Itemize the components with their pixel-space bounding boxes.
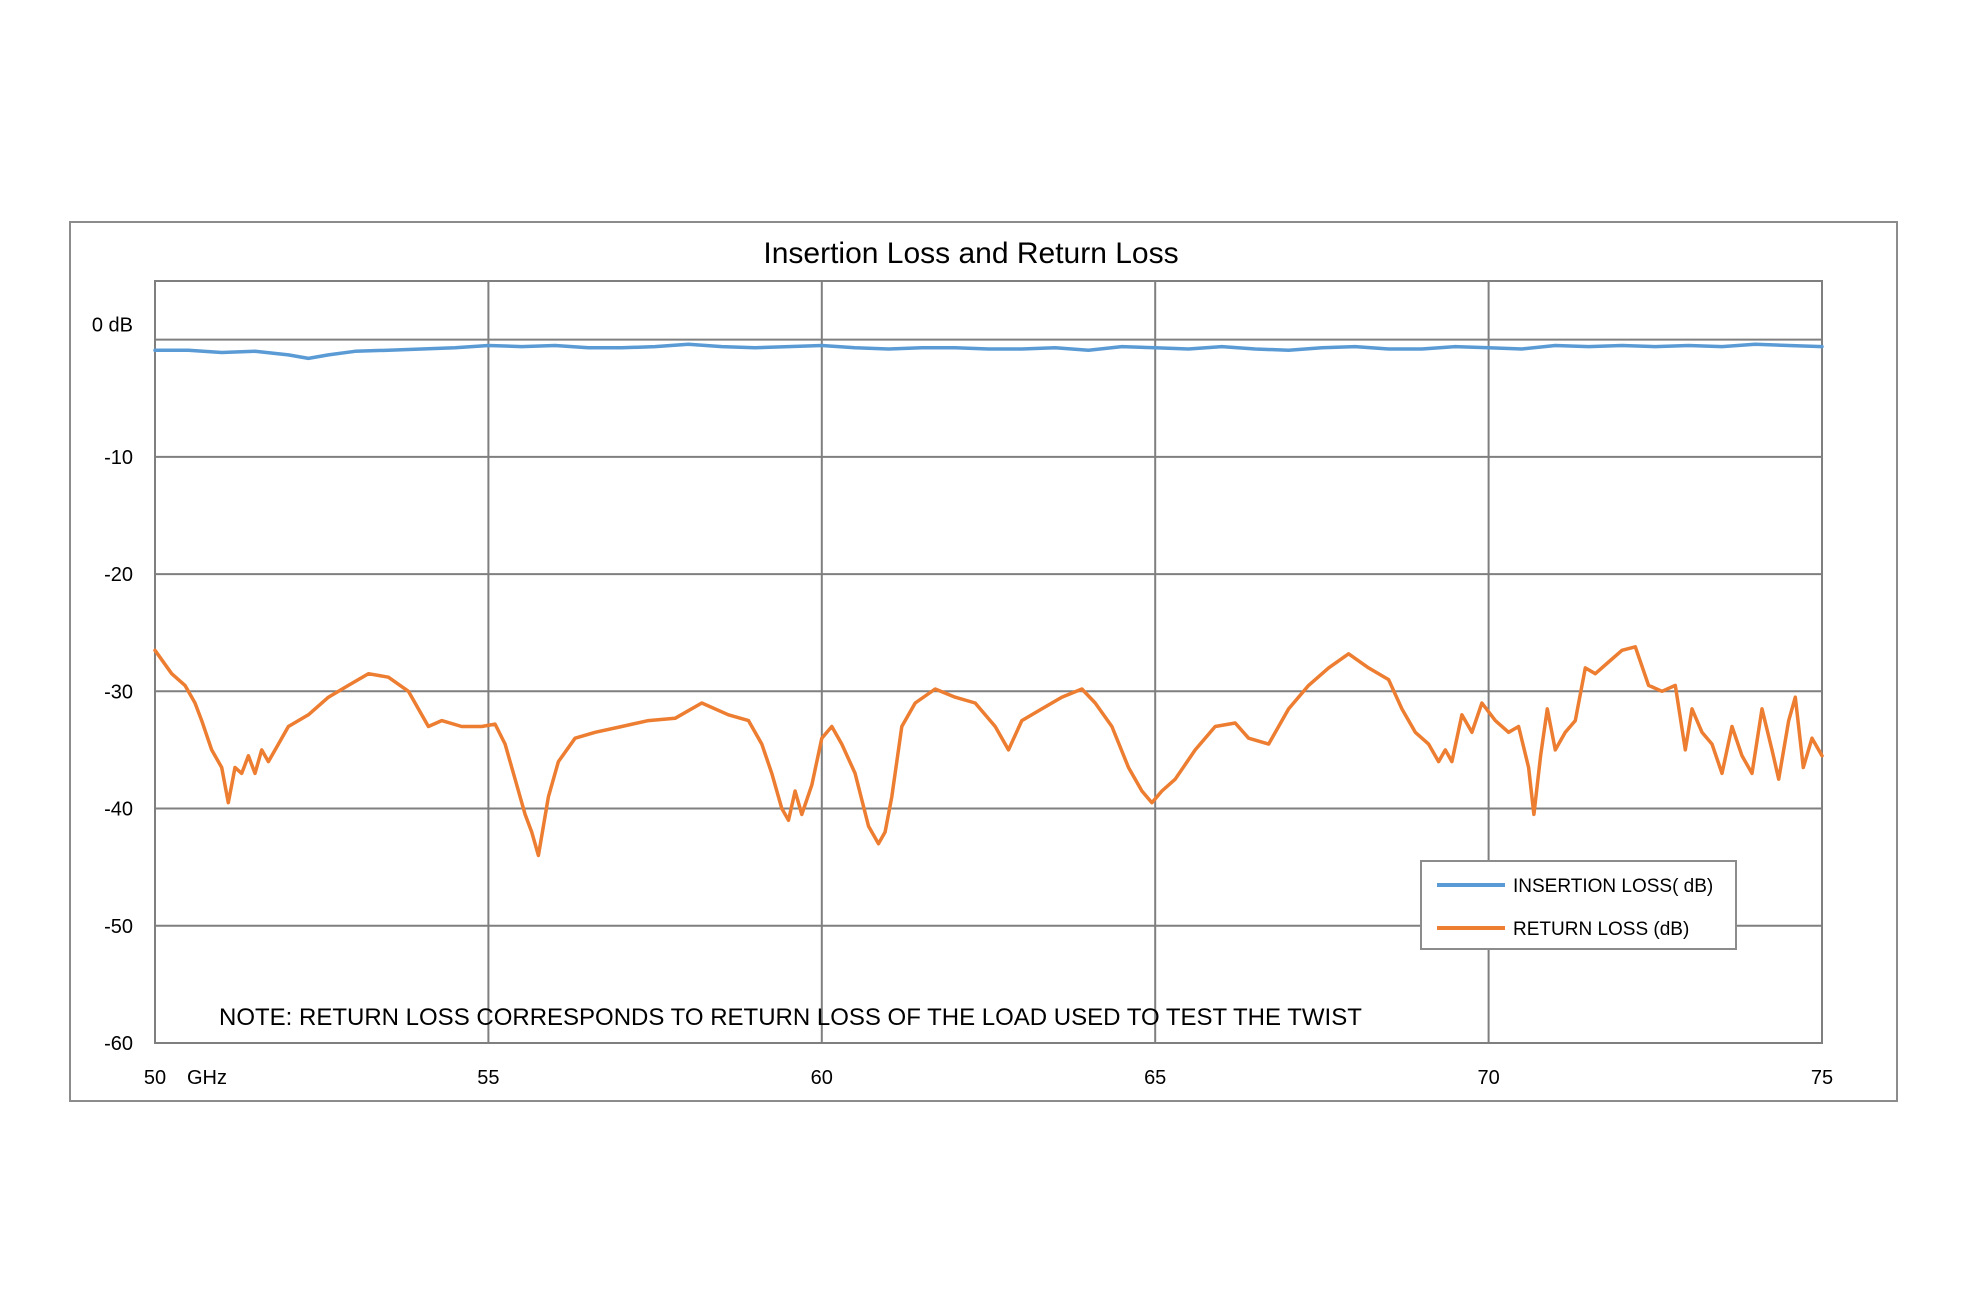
y-tick-label: -10 [104, 447, 133, 469]
series-line-return-loss [153, 645, 1824, 858]
y-tick-label: -20 [104, 564, 133, 586]
plot-area-border [154, 280, 1823, 1044]
x-tick-label: 55 [477, 1067, 499, 1089]
x-tick-label: 75 [1811, 1067, 1833, 1089]
x-tick-label: 70 [1477, 1067, 1499, 1089]
series-layer [153, 342, 1824, 858]
y-tick-label: 0 dB [92, 315, 133, 337]
y-tick-label: -30 [104, 681, 133, 703]
y-tick-label: -60 [104, 1033, 133, 1055]
legend-box [1420, 860, 1737, 950]
axis-labels: 0 dB -10 -20 -30 -40 -50 -60 50 55 60 65 70 75 [92, 315, 1833, 1089]
chart-frame: Insertion Loss and Return Loss 0 dB -10 -2… [69, 221, 1898, 1102]
chart-note: NOTE: RETURN LOSS CORRESPONDS TO RETURN … [219, 1004, 1362, 1031]
legend-label-return-loss: RETURN LOSS (dB) [1513, 919, 1689, 940]
x-axis-unit-label: GHz [187, 1067, 227, 1089]
y-tick-label: -50 [104, 916, 133, 938]
x-tick-label: 60 [811, 1067, 833, 1089]
legend-label-insertion-loss: INSERTION LOSS( dB) [1513, 876, 1713, 897]
legend: INSERTION LOSS( dB) RETURN LOSS (dB) [1420, 860, 1737, 950]
chart-title: Insertion Loss and Return Loss [763, 237, 1178, 270]
chart-svg: Insertion Loss and Return Loss 0 dB -10 -2… [92, 237, 1833, 1089]
x-tick-label: 65 [1144, 1067, 1166, 1089]
y-tick-label: -40 [104, 799, 133, 821]
series-line-insertion-loss [153, 342, 1824, 361]
x-tick-label: 50 [144, 1067, 166, 1089]
